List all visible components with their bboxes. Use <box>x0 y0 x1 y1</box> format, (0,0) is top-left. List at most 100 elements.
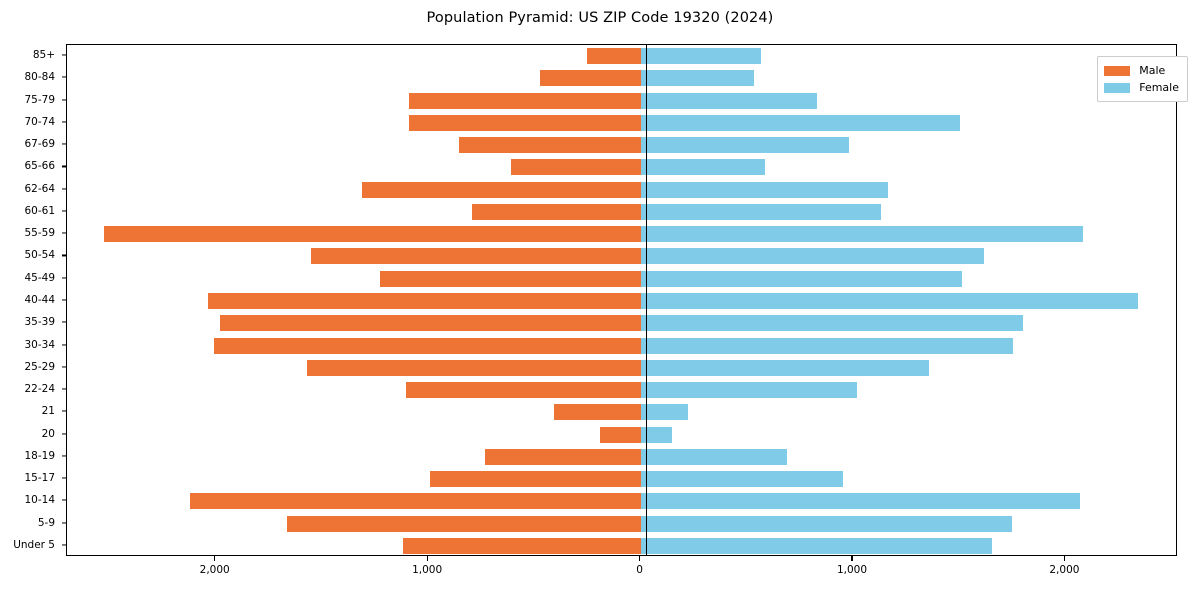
pyramid-row <box>67 203 1176 220</box>
bar-female <box>640 515 1012 532</box>
y-axis-tick-mark <box>61 343 66 346</box>
bar-female <box>640 114 960 131</box>
legend-swatch-male-icon <box>1104 65 1131 76</box>
y-axis-tick-mark <box>61 254 66 257</box>
x-axis-tick-label: 1,000 <box>412 564 443 576</box>
plot-area <box>66 44 1177 556</box>
bar-male <box>510 159 641 176</box>
y-axis-tick-mark <box>61 499 66 501</box>
pyramid-row <box>67 137 1176 154</box>
bar-male <box>219 315 641 332</box>
pyramid-row <box>67 471 1176 488</box>
y-axis-tick-mark <box>61 188 66 190</box>
bar-female <box>640 448 787 465</box>
x-axis-tick-mark <box>1063 556 1065 561</box>
bar-female <box>640 404 689 421</box>
bar-female <box>640 137 849 154</box>
bar-female <box>640 248 985 265</box>
y-axis-tick-label: 22-24 <box>24 383 55 396</box>
bar-male <box>408 114 641 131</box>
pyramid-row <box>67 493 1176 510</box>
pyramid-row <box>67 382 1176 399</box>
bar-male <box>539 70 641 87</box>
bar-male <box>213 337 641 354</box>
bar-male <box>554 404 641 421</box>
x-axis-tick-mark <box>214 556 216 561</box>
y-axis-tick-mark <box>61 165 66 167</box>
bar-male <box>408 92 641 109</box>
bar-male <box>405 382 641 399</box>
legend-item-male: Male <box>1104 62 1179 79</box>
bar-male <box>103 226 641 243</box>
y-axis-tick-mark <box>61 544 66 546</box>
bar-female <box>640 92 818 109</box>
pyramid-row <box>67 226 1176 243</box>
y-axis-tick-label: 15-17 <box>24 472 55 485</box>
bar-female <box>640 270 962 287</box>
pyramid-row <box>67 448 1176 465</box>
pyramid-row <box>67 315 1176 332</box>
y-axis-tick-label: 40-44 <box>24 294 55 306</box>
bar-female <box>640 426 672 443</box>
pyramid-row <box>67 515 1176 532</box>
legend-swatch-female-icon <box>1104 82 1131 93</box>
bar-female <box>640 159 765 176</box>
bar-male <box>207 292 641 309</box>
x-axis-tick-mark <box>851 556 853 561</box>
y-axis-tick-label: 10-14 <box>24 494 55 507</box>
bar-female <box>640 226 1083 243</box>
bar-male <box>599 426 641 443</box>
y-axis-tick-mark <box>61 455 66 457</box>
pyramid-row <box>67 426 1176 443</box>
bar-female <box>640 292 1139 309</box>
y-axis-tick-mark <box>61 143 66 145</box>
pyramid-row <box>67 337 1176 354</box>
y-axis-tick-label: 55-59 <box>24 227 55 240</box>
bar-male <box>458 137 641 154</box>
x-axis-tick-mark <box>639 556 641 561</box>
bar-female <box>640 181 888 198</box>
y-axis-tick-mark <box>61 210 66 212</box>
bar-female <box>640 203 882 220</box>
pyramid-row <box>67 159 1176 176</box>
bar-male <box>311 248 641 265</box>
y-axis-tick-mark <box>61 522 66 524</box>
y-axis-tick-label: 18-19 <box>24 449 55 462</box>
y-axis-tick-mark <box>61 321 66 323</box>
bar-male <box>485 448 641 465</box>
bar-male <box>362 181 641 198</box>
x-axis-tick-label: 2,000 <box>199 564 230 576</box>
pyramid-row <box>67 248 1176 265</box>
x-axis-tick-mark <box>426 556 428 561</box>
y-axis-tick-mark <box>61 388 66 390</box>
bar-female <box>640 493 1080 510</box>
y-axis-tick-label: 70-74 <box>24 115 55 128</box>
bar-female <box>640 315 1023 332</box>
y-axis-tick-mark <box>61 121 66 123</box>
y-axis-tick-label: 80-84 <box>24 71 55 84</box>
y-axis-tick-label: 75-79 <box>24 93 55 106</box>
y-axis-tick-label: 45-49 <box>24 271 55 284</box>
x-axis-tick-label: 2,000 <box>1049 564 1080 576</box>
y-axis-tick-label: 35-39 <box>24 316 55 329</box>
chart-title: Population Pyramid: US ZIP Code 19320 (2… <box>426 10 774 26</box>
pyramid-row <box>67 114 1176 131</box>
pyramid-row <box>67 181 1176 198</box>
pyramid-row <box>67 48 1176 65</box>
legend: Male Female <box>1097 56 1188 102</box>
y-axis-tick-mark <box>61 366 66 368</box>
y-axis-tick-label: 62-64 <box>24 182 55 195</box>
bar-male <box>190 493 641 510</box>
bar-female <box>640 359 930 376</box>
y-axis-tick-mark <box>61 232 66 234</box>
y-axis-tick-label: 67-69 <box>24 138 55 151</box>
y-axis-tick-mark <box>61 54 66 56</box>
x-axis-tick-label: 1,000 <box>836 564 868 576</box>
pyramid-row <box>67 404 1176 421</box>
bar-male <box>286 515 641 532</box>
y-axis-tick-mark <box>61 99 66 101</box>
bar-female <box>640 70 755 87</box>
bar-male <box>402 537 641 554</box>
y-axis-tick-label: 25-29 <box>24 360 55 373</box>
